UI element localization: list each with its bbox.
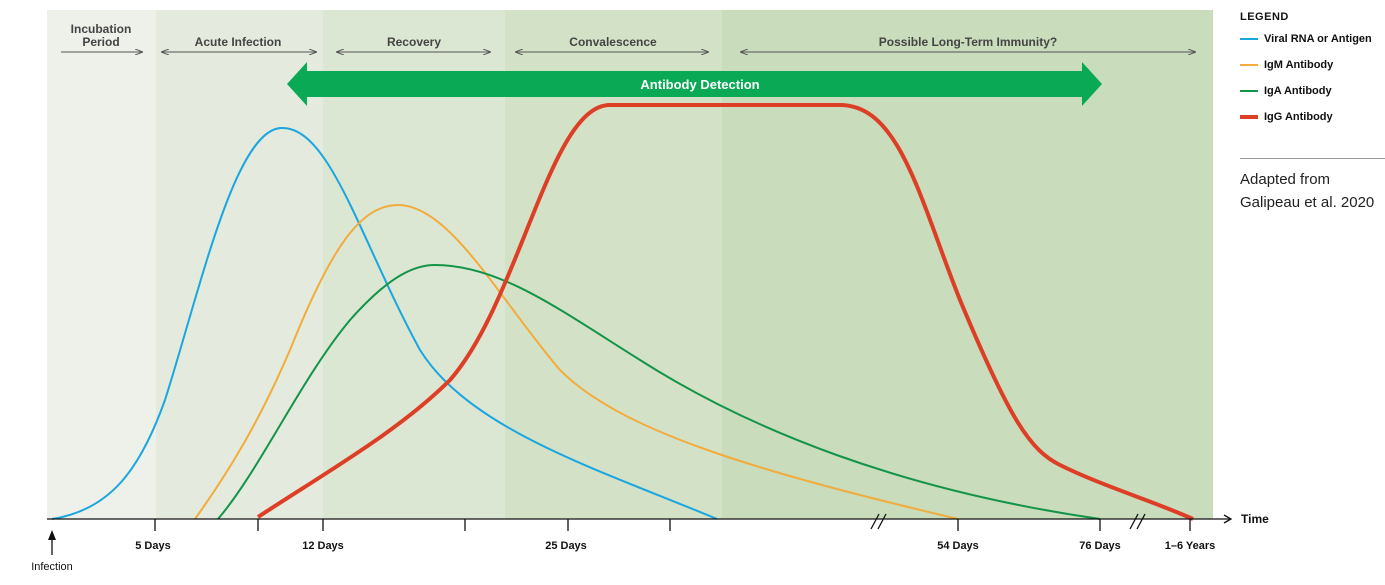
tick-54-days: 54 Days <box>937 540 979 552</box>
legend-label: IgG Antibody <box>1264 111 1333 123</box>
legend-label: Viral RNA or Antigen <box>1264 33 1372 45</box>
legend-label: IgA Antibody <box>1264 85 1332 97</box>
source-line-1: Adapted from <box>1240 171 1331 188</box>
legend-divider <box>1240 158 1385 159</box>
legend-item-viral: Viral RNA or Antigen <box>1240 33 1372 45</box>
antibody-detection-label: Antibody Detection <box>640 77 759 92</box>
phase-recovery: Recovery <box>387 35 441 49</box>
axis-label-time: Time <box>1241 512 1269 526</box>
antibody-detection-arrow <box>287 62 1102 106</box>
legend-swatch <box>1240 115 1258 119</box>
tick-5-days: 5 Days <box>135 540 170 552</box>
phase-convalescence: Convalescence <box>569 35 657 49</box>
viral-rna-curve <box>51 126 718 520</box>
source-note: Adapted from Galipeau et al. 2020 <box>1240 168 1374 214</box>
band-incubation <box>47 10 156 519</box>
legend-item-igm: IgM Antibody <box>1240 59 1333 71</box>
infection-label: Infection <box>31 561 73 573</box>
legend-swatch <box>1240 90 1258 92</box>
tick-76-days: 76 Days <box>1079 540 1121 552</box>
iga-curve <box>217 263 1101 520</box>
legend-title: LEGEND <box>1240 11 1289 23</box>
phase-incubation-2: Period <box>82 35 119 49</box>
source-line-2: Galipeau et al. 2020 <box>1240 194 1375 211</box>
infection-arrow-icon <box>48 530 56 540</box>
legend-item-iga: IgA Antibody <box>1240 85 1332 97</box>
phase-incubation-1: Incubation <box>71 22 132 36</box>
legend-swatch <box>1240 64 1258 66</box>
igm-curve <box>194 203 959 520</box>
band-acute <box>156 10 323 519</box>
phase-immunity: Possible Long-Term Immunity? <box>879 35 1057 49</box>
tick-years: 1–6 Years <box>1165 540 1216 552</box>
tick-12-days: 12 Days <box>302 540 344 552</box>
igg-curve <box>256 103 1194 521</box>
time-axis <box>47 513 1233 555</box>
legend-item-igg: IgG Antibody <box>1240 111 1333 123</box>
tick-25-days: 25 Days <box>545 540 587 552</box>
legend-swatch <box>1240 38 1258 40</box>
phase-acute: Acute Infection <box>195 35 282 49</box>
legend-label: IgM Antibody <box>1264 59 1334 71</box>
